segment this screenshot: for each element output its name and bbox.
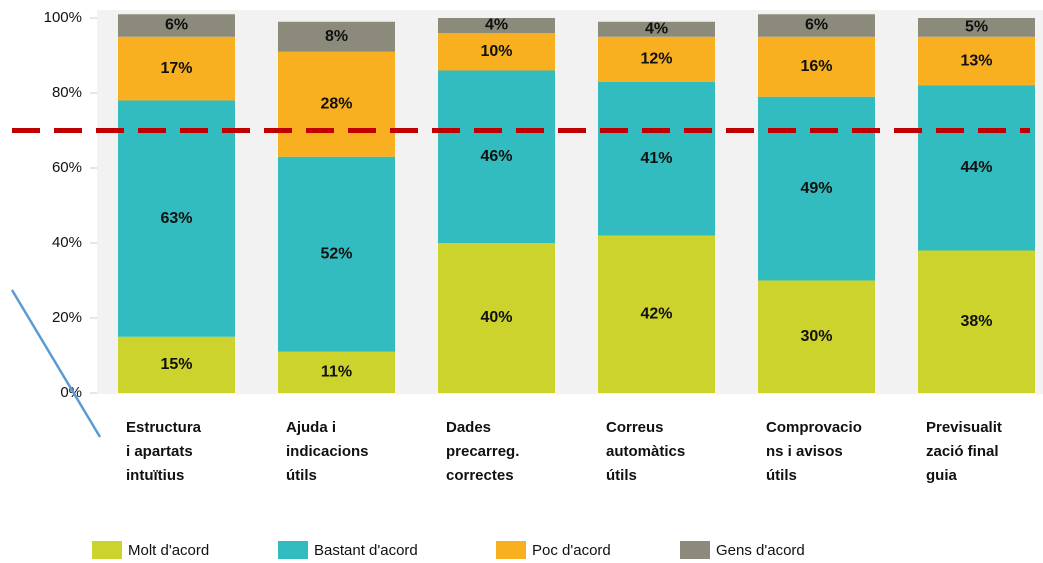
x-tick-label: útils <box>766 467 797 484</box>
bar-segment <box>918 36 1035 86</box>
bar-segment <box>598 81 715 236</box>
data-label: 4% <box>485 17 508 34</box>
bar-segment <box>278 351 395 393</box>
data-label: 41% <box>640 150 672 167</box>
legend-swatch <box>496 541 526 559</box>
bar-segment <box>118 100 235 337</box>
data-label: 38% <box>960 313 992 330</box>
data-label: 30% <box>800 328 832 345</box>
x-tick-label: Dades <box>446 419 491 436</box>
data-label: 13% <box>960 52 992 69</box>
plot-background <box>97 10 1043 394</box>
data-label: 6% <box>165 17 188 34</box>
x-tick-label: intuïtius <box>126 467 184 484</box>
data-label: 11% <box>321 364 352 381</box>
bar-segment <box>438 33 555 71</box>
x-tick-label: guia <box>926 467 957 484</box>
y-tick-label: 60% <box>52 159 82 176</box>
bar-segment <box>918 85 1035 251</box>
legend-label: Poc d'acord <box>532 542 611 559</box>
bar-segment <box>278 51 395 157</box>
bar-segment <box>278 156 395 352</box>
x-tick-label: automàtics <box>606 443 685 460</box>
data-label: 5% <box>965 19 988 36</box>
chart-layer: 0%20%40%60%80%100%15%63%17%6%Estructurai… <box>12 9 1035 559</box>
legend-swatch <box>92 541 122 559</box>
bar-segment <box>758 280 875 393</box>
bar-segment <box>758 14 875 37</box>
x-tick-label: Previsualit <box>926 419 1002 436</box>
bar-segment <box>118 14 235 37</box>
legend-label: Gens d'acord <box>716 542 805 559</box>
bar-segment <box>598 36 715 82</box>
x-tick-label: Estructura <box>126 419 202 436</box>
data-label: 6% <box>805 17 828 34</box>
x-tick-label: útils <box>286 467 317 484</box>
bar-segment <box>438 243 555 393</box>
legend-swatch <box>278 541 308 559</box>
x-tick-label: Comprovacio <box>766 419 862 436</box>
bar-segment <box>118 36 235 101</box>
x-tick-label: útils <box>606 467 637 484</box>
data-label: 44% <box>960 159 992 176</box>
bar-segment <box>758 96 875 281</box>
annotation-arrow <box>10 289 102 438</box>
data-label: 4% <box>645 20 668 37</box>
bar-segment <box>758 36 875 97</box>
x-tick-label: precarreg. <box>446 443 519 460</box>
data-label: 12% <box>640 50 672 67</box>
data-label: 8% <box>325 28 348 45</box>
data-label: 49% <box>800 180 832 197</box>
x-tick-label: Ajuda i <box>286 419 336 436</box>
legend-label: Molt d'acord <box>128 542 209 559</box>
data-label: 15% <box>160 356 192 373</box>
x-tick-label: i apartats <box>126 443 193 460</box>
x-tick-label: Correus <box>606 419 664 436</box>
data-label: 40% <box>480 309 512 326</box>
data-label: 17% <box>160 60 192 77</box>
y-tick-label: 100% <box>44 9 82 26</box>
x-tick-label: correctes <box>446 467 514 484</box>
legend-label: Bastant d'acord <box>314 542 418 559</box>
data-label: 16% <box>800 58 832 75</box>
data-label: 63% <box>160 210 192 227</box>
data-label: 42% <box>640 305 672 322</box>
bar-segment <box>598 235 715 393</box>
legend-swatch <box>680 541 710 559</box>
x-tick-label: ns i avisos <box>766 443 843 460</box>
bar-segment <box>438 18 555 33</box>
bar-segment <box>438 70 555 243</box>
bar-segment <box>278 21 395 52</box>
bar-segment <box>918 18 1035 37</box>
data-label: 28% <box>320 95 352 112</box>
data-label: 52% <box>320 245 352 262</box>
y-tick-label: 40% <box>52 234 82 251</box>
data-label: 10% <box>480 43 512 60</box>
y-tick-label: 80% <box>52 84 82 101</box>
data-label: 46% <box>480 148 512 165</box>
y-tick-label: 20% <box>52 309 82 326</box>
x-tick-label: indicacions <box>286 443 369 460</box>
bar-segment <box>918 250 1035 393</box>
x-tick-label: zació final <box>926 443 999 460</box>
bar-segment <box>598 21 715 37</box>
bar-segment <box>118 336 235 393</box>
